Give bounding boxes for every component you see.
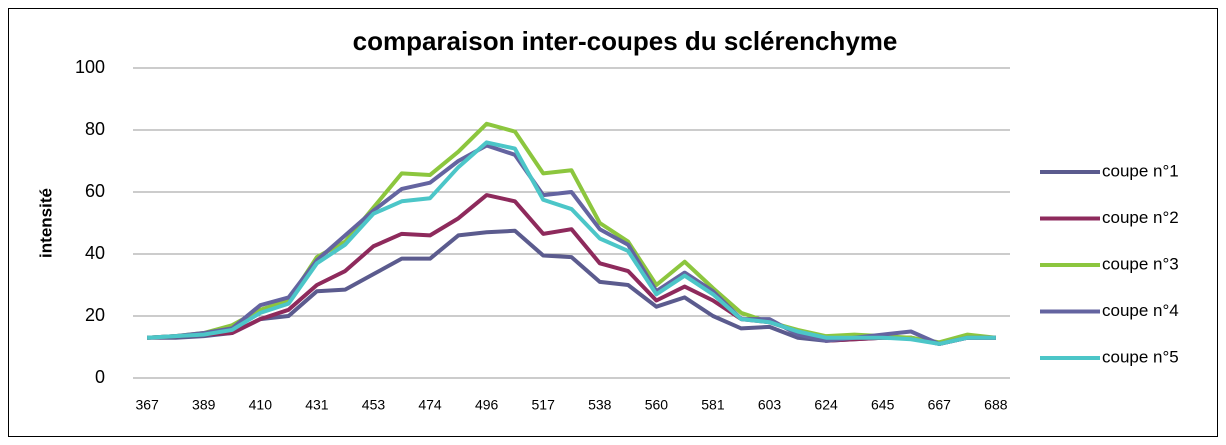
- x-tick-label: 603: [758, 397, 782, 413]
- y-axis-label: intensité: [36, 188, 55, 258]
- legend-label: coupe n°4: [1102, 301, 1179, 320]
- legend-label: coupe n°2: [1102, 208, 1179, 227]
- x-tick-label: 496: [475, 397, 499, 413]
- x-tick-label: 474: [418, 397, 442, 413]
- series-line: [147, 193, 996, 346]
- x-tick-label: 453: [362, 397, 386, 413]
- x-tick-label: 624: [814, 397, 838, 413]
- y-tick-label: 80: [85, 119, 105, 139]
- chart-title: comparaison inter-coupes du sclérenchyme: [353, 26, 898, 56]
- x-tick-label: 581: [701, 397, 725, 413]
- x-tick-label: 431: [305, 397, 329, 413]
- x-tick-label: 517: [532, 397, 556, 413]
- y-tick-label: 20: [85, 305, 105, 325]
- x-tick-label: 367: [135, 397, 159, 413]
- x-tick-label: 560: [645, 397, 669, 413]
- x-tick-label: 410: [249, 397, 273, 413]
- series-line: [147, 140, 996, 346]
- legend-label: coupe n°1: [1102, 161, 1179, 180]
- y-tick-label: 40: [85, 243, 105, 263]
- legend-label: coupe n°3: [1102, 254, 1179, 273]
- series-line: [147, 228, 996, 346]
- x-tick-label: 389: [192, 397, 216, 413]
- x-tick-label: 538: [588, 397, 612, 413]
- y-tick-label: 100: [75, 57, 105, 77]
- x-tick-label: 645: [871, 397, 895, 413]
- x-tick-label: 667: [928, 397, 952, 413]
- y-tick-label: 60: [85, 181, 105, 201]
- x-tick-label: 688: [984, 397, 1008, 413]
- legend-label: coupe n°5: [1102, 347, 1179, 366]
- y-tick-label: 0: [95, 367, 105, 387]
- chart-border: [8, 8, 1218, 437]
